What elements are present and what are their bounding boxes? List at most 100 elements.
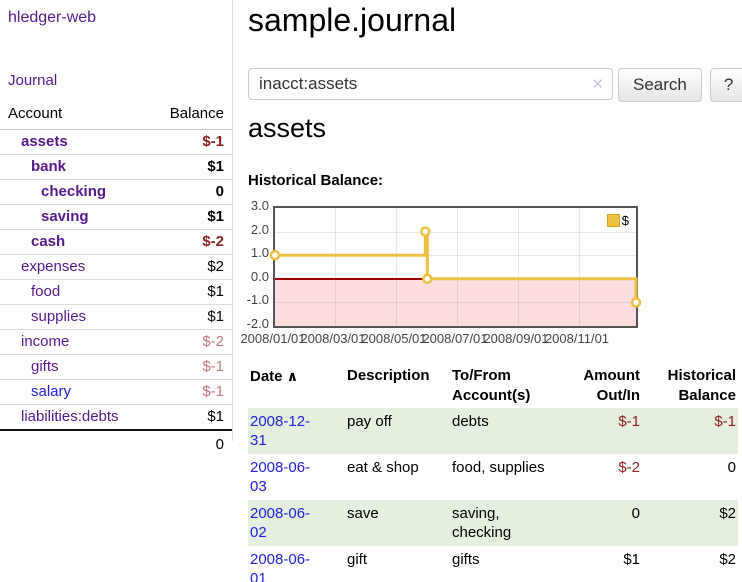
register-amount: $1 xyxy=(623,551,640,568)
main-content: sample.journal ✕ Search ? assets Histori… xyxy=(240,0,742,582)
account-row: bank $1 xyxy=(0,154,232,180)
register-date-link[interactable]: 2008-06-02 xyxy=(250,505,311,541)
sort-ascending-icon: ∧ xyxy=(286,368,299,384)
x-axis-tick: 2008/09/01 xyxy=(483,331,549,346)
register-balance: 0 xyxy=(727,459,736,476)
account-row: food $1 xyxy=(0,279,232,305)
register-table-header: Date ∧ Description To/From Account(s) Am… xyxy=(248,364,738,408)
x-axis-tick: 2008/01/01 xyxy=(240,331,306,346)
accounts-table-header: Account Balance xyxy=(0,103,232,130)
account-link-expenses[interactable]: expenses xyxy=(21,258,86,275)
register-balance: $2 xyxy=(719,551,736,568)
register-row: 2008-12-31 pay off debts $-1 $-1 xyxy=(248,408,738,454)
account-heading: assets xyxy=(248,113,327,143)
search-input[interactable] xyxy=(248,68,613,100)
x-axis-tick: 2008/11/01 xyxy=(544,331,610,346)
account-balance: $1 xyxy=(145,404,232,431)
clear-search-icon[interactable]: ✕ xyxy=(591,76,604,93)
register-accounts: debts xyxy=(452,413,489,430)
account-balance: 0 xyxy=(145,179,232,205)
register-header-description: Description xyxy=(347,367,430,384)
register-date-link[interactable]: 2008-12-31 xyxy=(250,413,311,449)
account-link-food[interactable]: food xyxy=(31,283,61,300)
account-row: income $-2 xyxy=(0,329,232,355)
chart-gridline xyxy=(275,231,636,233)
register-amount: $-2 xyxy=(618,459,640,476)
y-axis-tick: -1.0 xyxy=(246,292,269,308)
account-balance: $-1 xyxy=(145,379,232,405)
page-title: sample.journal xyxy=(248,2,457,38)
chart-gridline xyxy=(457,208,458,326)
account-balance: $1 xyxy=(145,154,232,180)
register-description: save xyxy=(347,505,379,522)
account-link-cash[interactable]: cash xyxy=(31,233,66,250)
chart-gridline xyxy=(275,302,636,304)
y-axis-tick: 3.0 xyxy=(250,198,269,213)
x-axis-tick: 2008/07/01 xyxy=(422,331,488,346)
register-balance: $2 xyxy=(719,505,736,522)
chart-plot-area: $ xyxy=(269,206,642,328)
account-row: saving $1 xyxy=(0,204,232,230)
register-description: gift xyxy=(347,551,368,568)
account-row: cash $-2 xyxy=(0,229,232,255)
chart-title: Historical Balance: xyxy=(248,172,384,189)
register-header-tofrom: To/From Account(s) xyxy=(452,367,531,404)
register-date-link[interactable]: 2008-06-01 xyxy=(250,551,311,582)
register-balance: $-1 xyxy=(714,413,736,430)
account-balance: $-1 xyxy=(145,129,232,155)
account-balance: $2 xyxy=(145,254,232,280)
y-axis-tick: 0.0 xyxy=(250,268,269,284)
chart-gridline xyxy=(579,208,580,326)
sidebar: hledger-web Journal Account Balance asse… xyxy=(0,0,233,458)
account-balance: $-1 xyxy=(145,354,232,380)
y-axis-tick: 2.0 xyxy=(250,221,269,237)
chart-negative-region xyxy=(275,278,636,326)
account-link-bank[interactable]: bank xyxy=(31,158,67,175)
register-accounts: saving, checking xyxy=(452,505,512,541)
account-link-assets[interactable]: assets xyxy=(21,133,68,150)
historical-balance-chart: 3.0 2.0 1.0 0.0 -1.0 -2.0 $ xyxy=(240,198,742,350)
nav-journal-link[interactable]: Journal xyxy=(8,72,58,89)
help-button[interactable]: ? xyxy=(709,68,742,102)
search-button[interactable]: Search xyxy=(618,68,702,102)
account-balance: $-2 xyxy=(145,229,232,255)
account-link-gifts[interactable]: gifts xyxy=(31,358,59,375)
account-link-saving[interactable]: saving xyxy=(41,208,89,225)
account-link-checking[interactable]: checking xyxy=(41,183,107,200)
register-row: 2008-06-02 save saving, checking 0 $2 xyxy=(248,500,738,546)
account-row: salary $-1 xyxy=(0,379,232,405)
search-bar: ✕ Search ? xyxy=(248,68,742,102)
legend-swatch-icon xyxy=(606,214,620,227)
account-link-income[interactable]: income xyxy=(21,333,70,350)
y-axis-tick: -2.0 xyxy=(246,316,269,331)
register-header-date[interactable]: Date ∧ xyxy=(250,368,299,385)
accounts-total-balance: 0 xyxy=(145,429,232,458)
register-amount: 0 xyxy=(631,505,640,522)
register-amount: $-1 xyxy=(618,413,640,430)
chart-legend: $ xyxy=(604,212,631,229)
x-axis-tick: 2008/03/01 xyxy=(300,331,366,346)
account-link-liabilities-debts[interactable]: liabilities:debts xyxy=(21,408,119,425)
accounts-header-balance: Balance xyxy=(145,103,232,130)
account-row: expenses $2 xyxy=(0,254,232,280)
chart-gridline xyxy=(518,208,519,326)
register-accounts: gifts xyxy=(452,551,480,568)
register-row: 2008-06-03 eat & shop food, supplies $-2… xyxy=(248,454,738,500)
y-axis-tick: 1.0 xyxy=(250,245,269,261)
register-date-link[interactable]: 2008-06-03 xyxy=(250,459,311,495)
chart-line-svg xyxy=(269,226,642,308)
account-link-supplies[interactable]: supplies xyxy=(31,308,87,325)
register-description: pay off xyxy=(347,413,392,430)
account-row: checking 0 xyxy=(0,179,232,205)
account-link-salary[interactable]: salary xyxy=(31,383,72,400)
brand-link[interactable]: hledger-web xyxy=(8,9,97,26)
register-accounts: food, supplies xyxy=(452,459,545,476)
account-row: gifts $-1 xyxy=(0,354,232,380)
account-row: supplies $1 xyxy=(0,304,232,330)
account-balance: $1 xyxy=(145,279,232,305)
legend-label: $ xyxy=(621,213,629,228)
account-balance: $-2 xyxy=(145,329,232,355)
x-axis-tick: 2008/05/01 xyxy=(361,331,427,346)
chart-gridline xyxy=(335,208,336,326)
